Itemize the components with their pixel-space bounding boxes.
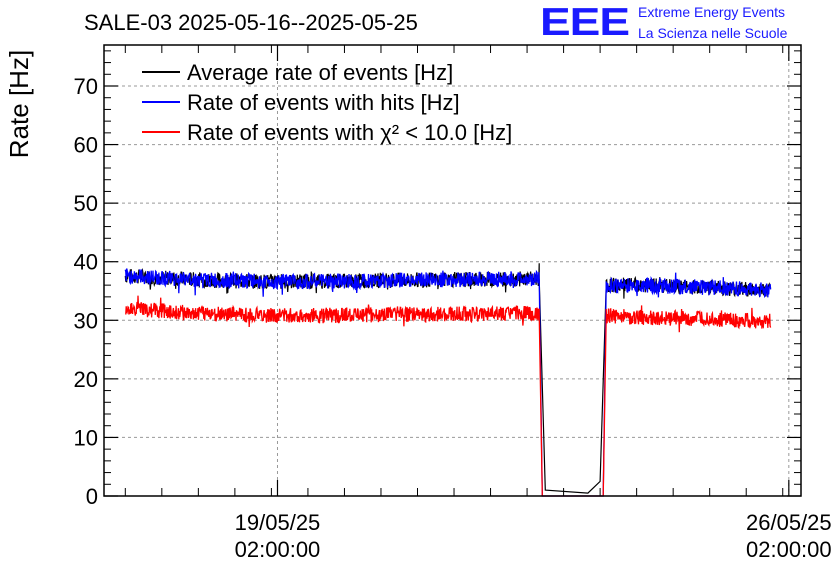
series-lines (124, 263, 772, 497)
eee-logo: EEE (540, 0, 630, 44)
y-tick-label: 20 (74, 367, 98, 392)
plot-frame (103, 44, 802, 497)
chart-title: SALE-03 2025-05-16--2025-05-25 (84, 10, 418, 35)
grid-lines (104, 45, 801, 496)
x-tick-date-label: 19/05/25 (235, 510, 321, 535)
series-line-1 (124, 263, 772, 494)
y-tick-label: 60 (74, 133, 98, 158)
y-tick-label: 70 (74, 74, 98, 99)
logo-line-2: La Scienza nelle Scuole (638, 25, 788, 41)
series-line-3 (125, 295, 772, 497)
x-tick-time-label: 02:00:00 (746, 537, 832, 562)
y-tick-label: 40 (74, 250, 98, 275)
x-tick-time-label: 02:00:00 (235, 537, 321, 562)
legend-label: Rate of events with hits [Hz] (187, 90, 460, 115)
legend: Average rate of events [Hz] Rate of event… (142, 60, 512, 145)
legend-label: Average rate of events [Hz] (187, 60, 453, 85)
y-axis-label: Rate [Hz] (4, 50, 34, 158)
logo-line-1: Extreme Energy Events (638, 4, 786, 20)
x-tick-date-label: 26/05/25 (746, 510, 832, 535)
y-tick-label: 10 (74, 425, 98, 450)
y-tick-label: 50 (74, 191, 98, 216)
y-tick-label: 0 (86, 484, 98, 509)
series-line-2 (124, 268, 772, 497)
y-axis-ticks: 0 10 20 30 40 50 60 70 (74, 50, 801, 509)
legend-label: Rate of events with χ² < 10.0 [Hz] (187, 120, 512, 145)
y-tick-label: 30 (74, 308, 98, 333)
